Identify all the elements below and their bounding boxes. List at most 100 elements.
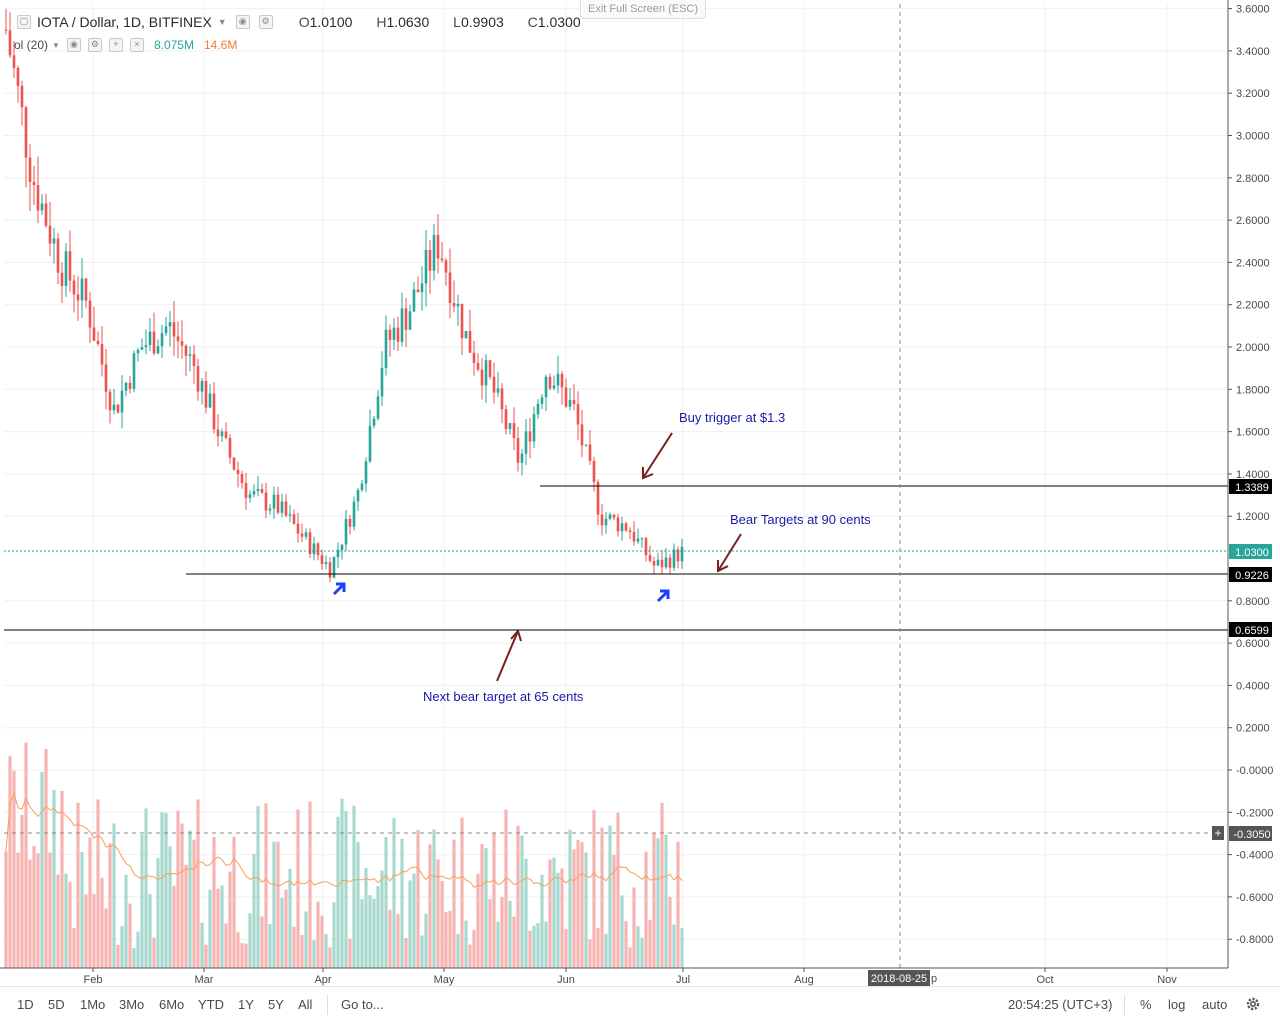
bear-targets-annotation[interactable]: Bear Targets at 90 cents — [730, 512, 871, 527]
candle-body — [160, 333, 164, 347]
candle-body — [24, 107, 28, 158]
volume-bar — [456, 933, 460, 968]
volume-bar — [472, 930, 476, 968]
bottom-toolbar: 1D 5D 1Mo 3Mo 6Mo YTD 1Y 5Y All Go to...… — [0, 986, 1280, 1025]
volume-bar — [636, 926, 640, 968]
candle-body — [596, 482, 600, 515]
eye-icon[interactable]: ◉ — [235, 15, 250, 29]
candle-body — [556, 373, 560, 386]
timeframe-3mo[interactable]: 3Mo — [119, 997, 145, 1012]
price-axis[interactable]: 3.6000 3.4000 3.2000 3.0000 2.8000 2.6000 2.40… — [1227, 0, 1273, 968]
volume-bar — [544, 921, 548, 968]
percent-toggle[interactable]: % — [1140, 997, 1152, 1012]
candle-body — [168, 322, 172, 327]
candle-body — [88, 300, 92, 328]
auto-toggle[interactable]: auto — [1202, 997, 1228, 1012]
next-bear-target-arrow[interactable] — [496, 628, 522, 682]
double-bottom-arrow-right[interactable] — [656, 589, 670, 603]
candle-body — [124, 382, 128, 391]
volume-bar — [340, 798, 344, 968]
eye-icon[interactable]: ◉ — [66, 38, 81, 52]
goto-button[interactable]: Go to... — [341, 997, 384, 1012]
volume-bar — [388, 909, 392, 968]
candle-body — [600, 514, 604, 526]
volume-bar — [492, 832, 496, 968]
symbol-dropdown-icon[interactable]: ▼ — [217, 17, 227, 27]
volume-ma-value: 14.6M — [203, 38, 238, 52]
volume-bar — [648, 920, 652, 968]
candle-body — [424, 249, 428, 284]
gear-icon[interactable] — [1244, 995, 1262, 1013]
volume-bar — [152, 937, 156, 968]
volume-bar — [12, 770, 16, 968]
candle-body — [112, 404, 116, 411]
volume-bar — [56, 874, 60, 968]
exit-fullscreen-button[interactable]: Exit Full Screen (ESC) — [580, 0, 706, 19]
volume-bar — [132, 947, 136, 968]
volume-bar — [668, 896, 672, 968]
volume-bar — [96, 799, 100, 968]
bear-targets-arrow[interactable] — [717, 533, 742, 573]
candle-body — [520, 453, 524, 463]
volume-bar — [252, 853, 256, 968]
close-icon[interactable]: × — [129, 38, 144, 52]
volume-bar — [416, 830, 420, 968]
volume-indicator-label[interactable]: ol (20) — [14, 38, 49, 52]
marker-1.3389: 1.3389 — [1235, 482, 1269, 494]
time-tick-label: Oct — [1036, 974, 1053, 986]
timeframe-1mo[interactable]: 1Mo — [80, 997, 106, 1012]
volume-dropdown-icon[interactable]: ▼ — [52, 40, 60, 50]
candle-body — [72, 280, 76, 295]
grid-lines — [4, 4, 1228, 968]
candle-body — [536, 403, 540, 415]
volume-bar — [208, 889, 212, 968]
buy-trigger-annotation[interactable]: Buy trigger at $1.3 — [679, 410, 786, 425]
timeframe-ytd[interactable]: YTD — [198, 997, 224, 1012]
chart-canvas[interactable]: 3.6000 3.4000 3.2000 3.0000 2.8000 2.6000 2.40… — [0, 0, 1280, 986]
candle-body — [652, 560, 656, 566]
volume-bar — [432, 829, 436, 968]
candle-body — [216, 429, 220, 437]
candle-body — [588, 444, 592, 461]
log-toggle[interactable]: log — [1168, 997, 1186, 1012]
candle-body — [572, 399, 576, 405]
candle-body — [580, 424, 584, 446]
volume-bar — [88, 837, 92, 968]
collapse-legend-icon[interactable]: ▢ — [17, 15, 31, 29]
volume-bar — [556, 872, 560, 968]
add-icon[interactable]: + — [108, 38, 123, 52]
volume-bar — [220, 885, 224, 968]
time-axis[interactable]: Feb Mar Apr May Jun Jul Aug Oct Nov — [0, 967, 1228, 986]
candle-body — [296, 523, 300, 534]
volume-bar — [396, 914, 400, 968]
candle-body — [120, 390, 124, 413]
buy-trigger-arrow[interactable] — [642, 432, 673, 480]
next-bear-target-annotation[interactable]: Next bear target at 65 cents — [423, 689, 584, 704]
candle-body — [104, 364, 108, 392]
timeframe-1d[interactable]: 1D — [17, 997, 34, 1012]
candle-body — [332, 557, 336, 578]
symbol-title[interactable]: IOTA / Dollar, 1D, BITFINEX — [37, 14, 212, 30]
settings-icon[interactable]: ⚙ — [87, 38, 102, 52]
timeframe-1y[interactable]: 1Y — [238, 997, 254, 1012]
candle-body — [48, 225, 52, 244]
timeframe-all[interactable]: All — [298, 997, 313, 1012]
double-bottom-arrow-left[interactable] — [332, 582, 346, 596]
candle-body — [252, 491, 256, 495]
candle-body — [248, 494, 252, 498]
close-value: 1.0300 — [537, 14, 581, 30]
volume-bar — [124, 874, 128, 968]
volume-bar — [352, 805, 356, 968]
timeframe-5d[interactable]: 5D — [48, 997, 65, 1012]
candle-body — [8, 30, 12, 56]
timeframe-5y[interactable]: 5Y — [268, 997, 284, 1012]
settings-icon[interactable]: ⚙ — [258, 15, 273, 29]
clock-display[interactable]: 20:54:25 (UTC+3) — [1008, 997, 1113, 1012]
candle-body — [196, 366, 200, 392]
candle-body — [664, 557, 668, 568]
price-tick-label: 1.6000 — [1236, 427, 1270, 439]
volume-bar — [292, 926, 296, 968]
candle-body — [592, 460, 596, 483]
volume-bar — [580, 842, 584, 968]
timeframe-6mo[interactable]: 6Mo — [159, 997, 185, 1012]
